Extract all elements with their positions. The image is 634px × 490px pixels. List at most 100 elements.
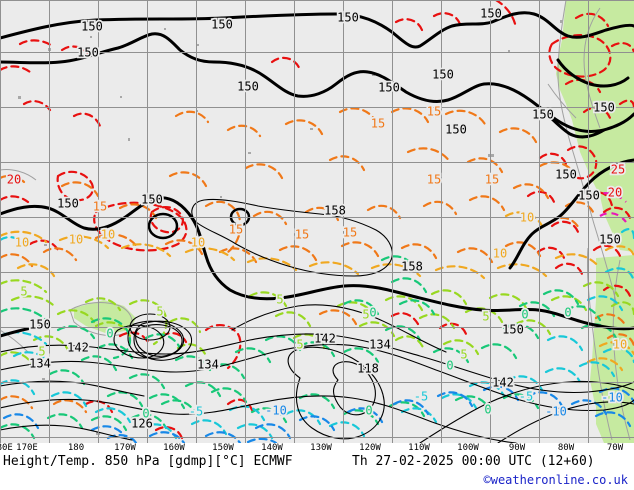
height-contour-label: 150 [29, 318, 51, 332]
temperature-contour-label: 0 [365, 404, 372, 418]
temperature-contour-label: 5 [38, 345, 45, 359]
temperature-contour-label: 10 [69, 233, 83, 247]
temperature-contour-label: 5 [362, 308, 369, 322]
temperature-contour-label: 15 [427, 173, 441, 187]
height-contour-label: 150 [593, 101, 615, 115]
height-contour-label: 150 [141, 193, 163, 207]
product-title-left: Height/Temp. 850 hPa [gdmp][°C] ECMWF [3, 454, 293, 469]
height-contour-label: 158 [401, 260, 423, 274]
temperature-contour-label: 5 [156, 305, 163, 319]
temperature-contour-label: 15 [343, 226, 357, 240]
height-contour-label: 150 [432, 68, 454, 82]
longitude-tick-label: 140W [261, 443, 283, 453]
temperature-contour-labels: 20 20 25 15 15 15 15 15 15 15 15 10 10 10 10 10 10 10 5 5 5 5… [5, 103, 629, 423]
longitude-tick-label: 70W [606, 443, 624, 453]
temperature-contour-label: 0 [106, 327, 113, 341]
temp-contours-25-20 [0, 0, 634, 440]
temperature-contour-label: 20 [7, 173, 21, 187]
temperature-contour-label: 0 [564, 306, 571, 320]
temperature-contour-label: -5 [189, 405, 203, 419]
temperature-contour-label: -5 [519, 390, 533, 404]
longitude-tick-label: 150W [212, 443, 234, 453]
height-contour-label: 150 [211, 18, 233, 32]
temperature-contour-label: 5 [296, 338, 303, 352]
longitude-tick-label: 160W [163, 443, 185, 453]
temperature-contour-label: 10 [493, 247, 507, 261]
height-contour-label: 118 [357, 362, 379, 376]
height-contour-label: 150 [337, 11, 359, 25]
height-contour-label: 150 [578, 189, 600, 203]
temperature-contour-label: 0 [369, 306, 376, 320]
temperature-contour-label: 15 [427, 105, 441, 119]
height-contour-label: 150 [237, 80, 259, 94]
map-canvas[interactable]: 150 150 150 150 150 150 150 150 150 150 150 150 150 1… [0, 0, 634, 443]
height-contour-label: 158 [324, 204, 346, 218]
longitude-tick-label: 90W [508, 443, 526, 453]
height-contour-label: 142 [314, 332, 336, 346]
height-contour-label: 150 [81, 20, 103, 34]
temperature-contour-label: -10 [601, 391, 623, 405]
height-contour-label: 150 [445, 123, 467, 137]
longitude-tick-label: 180E [0, 443, 13, 453]
longitude-tick-label: 180 [67, 443, 85, 453]
height-contour-label: 142 [492, 376, 514, 390]
height-contour-label: 150 [480, 7, 502, 21]
temperature-contour-label: 15 [295, 228, 309, 242]
temperature-contour-label: 5 [20, 285, 27, 299]
temperature-contour-label: 0 [446, 359, 453, 373]
longitude-tick-label: 100W [457, 443, 479, 453]
footer-bar: Height/Temp. 850 hPa [gdmp][°C] ECMWF Th… [0, 451, 634, 490]
temperature-contour-label: -5 [414, 390, 428, 404]
temperature-contour-label: 10 [101, 228, 115, 242]
longitude-tick-label: 130W [310, 443, 332, 453]
height-contour-label: 150 [378, 81, 400, 95]
height-contour-label: 150 [555, 168, 577, 182]
longitude-tick-label: 120W [359, 443, 381, 453]
coastlines [0, 0, 631, 441]
temperature-contour-label: 5 [276, 293, 283, 307]
height-contour-label: 150 [532, 108, 554, 122]
temp-contours-10 [0, 211, 634, 372]
temperature-contour-label: 15 [93, 200, 107, 214]
height-contour-label: 134 [29, 357, 51, 371]
grid-lines [0, 0, 634, 443]
height-contours-thick [0, 11, 634, 338]
product-valid-time: Th 27-02-2025 00:00 UTC (12+60) [352, 454, 595, 469]
temp-contours-15 [0, 107, 634, 414]
temperature-contour-label: 20 [608, 186, 622, 200]
height-contour-label: 142 [67, 341, 89, 355]
temperature-contour-label: 5 [482, 310, 489, 324]
height-contour-label: 150 [77, 46, 99, 60]
temp-contour-magenta [591, 192, 627, 223]
longitude-tick-label: 170E [16, 443, 38, 453]
height-contours-thin [0, 198, 634, 443]
temperature-contour-label: 10 [613, 338, 627, 352]
temperature-contour-label: 15 [485, 173, 499, 187]
height-contour-label: 150 [599, 233, 621, 247]
temperature-contour-label: 15 [229, 223, 243, 237]
temperature-contour-label: 0 [484, 403, 491, 417]
copyright-label[interactable]: ©weatheronline.co.uk [483, 473, 629, 487]
temperature-contour-label: 0 [142, 407, 149, 421]
temperature-contour-label: 10 [15, 236, 29, 250]
temperature-contour-label: 25 [611, 163, 625, 177]
temperature-contour-label: 10 [191, 236, 205, 250]
temperature-contour-label: 5 [460, 348, 467, 362]
longitude-tick-label: 80W [557, 443, 575, 453]
temperature-contour-label: 10 [520, 211, 534, 225]
height-contour-label: 134 [369, 338, 391, 352]
longitude-axis: 180E170E 180 170W 160W 150W 140W 130W 120W 110W 1… [0, 443, 634, 457]
longitude-tick-label: 110W [408, 443, 430, 453]
height-contour-label: 134 [197, 358, 219, 372]
temperature-contour-label: -10 [265, 404, 287, 418]
height-contour-label: 150 [502, 323, 524, 337]
temperature-contour-label: -10 [545, 405, 567, 419]
temperature-contour-label: 15 [371, 117, 385, 131]
height-contour-label: 126 [131, 417, 153, 431]
longitude-tick-label: 170W [114, 443, 136, 453]
temperature-contour-label: 0 [521, 308, 528, 322]
height-contour-label: 150 [57, 197, 79, 211]
